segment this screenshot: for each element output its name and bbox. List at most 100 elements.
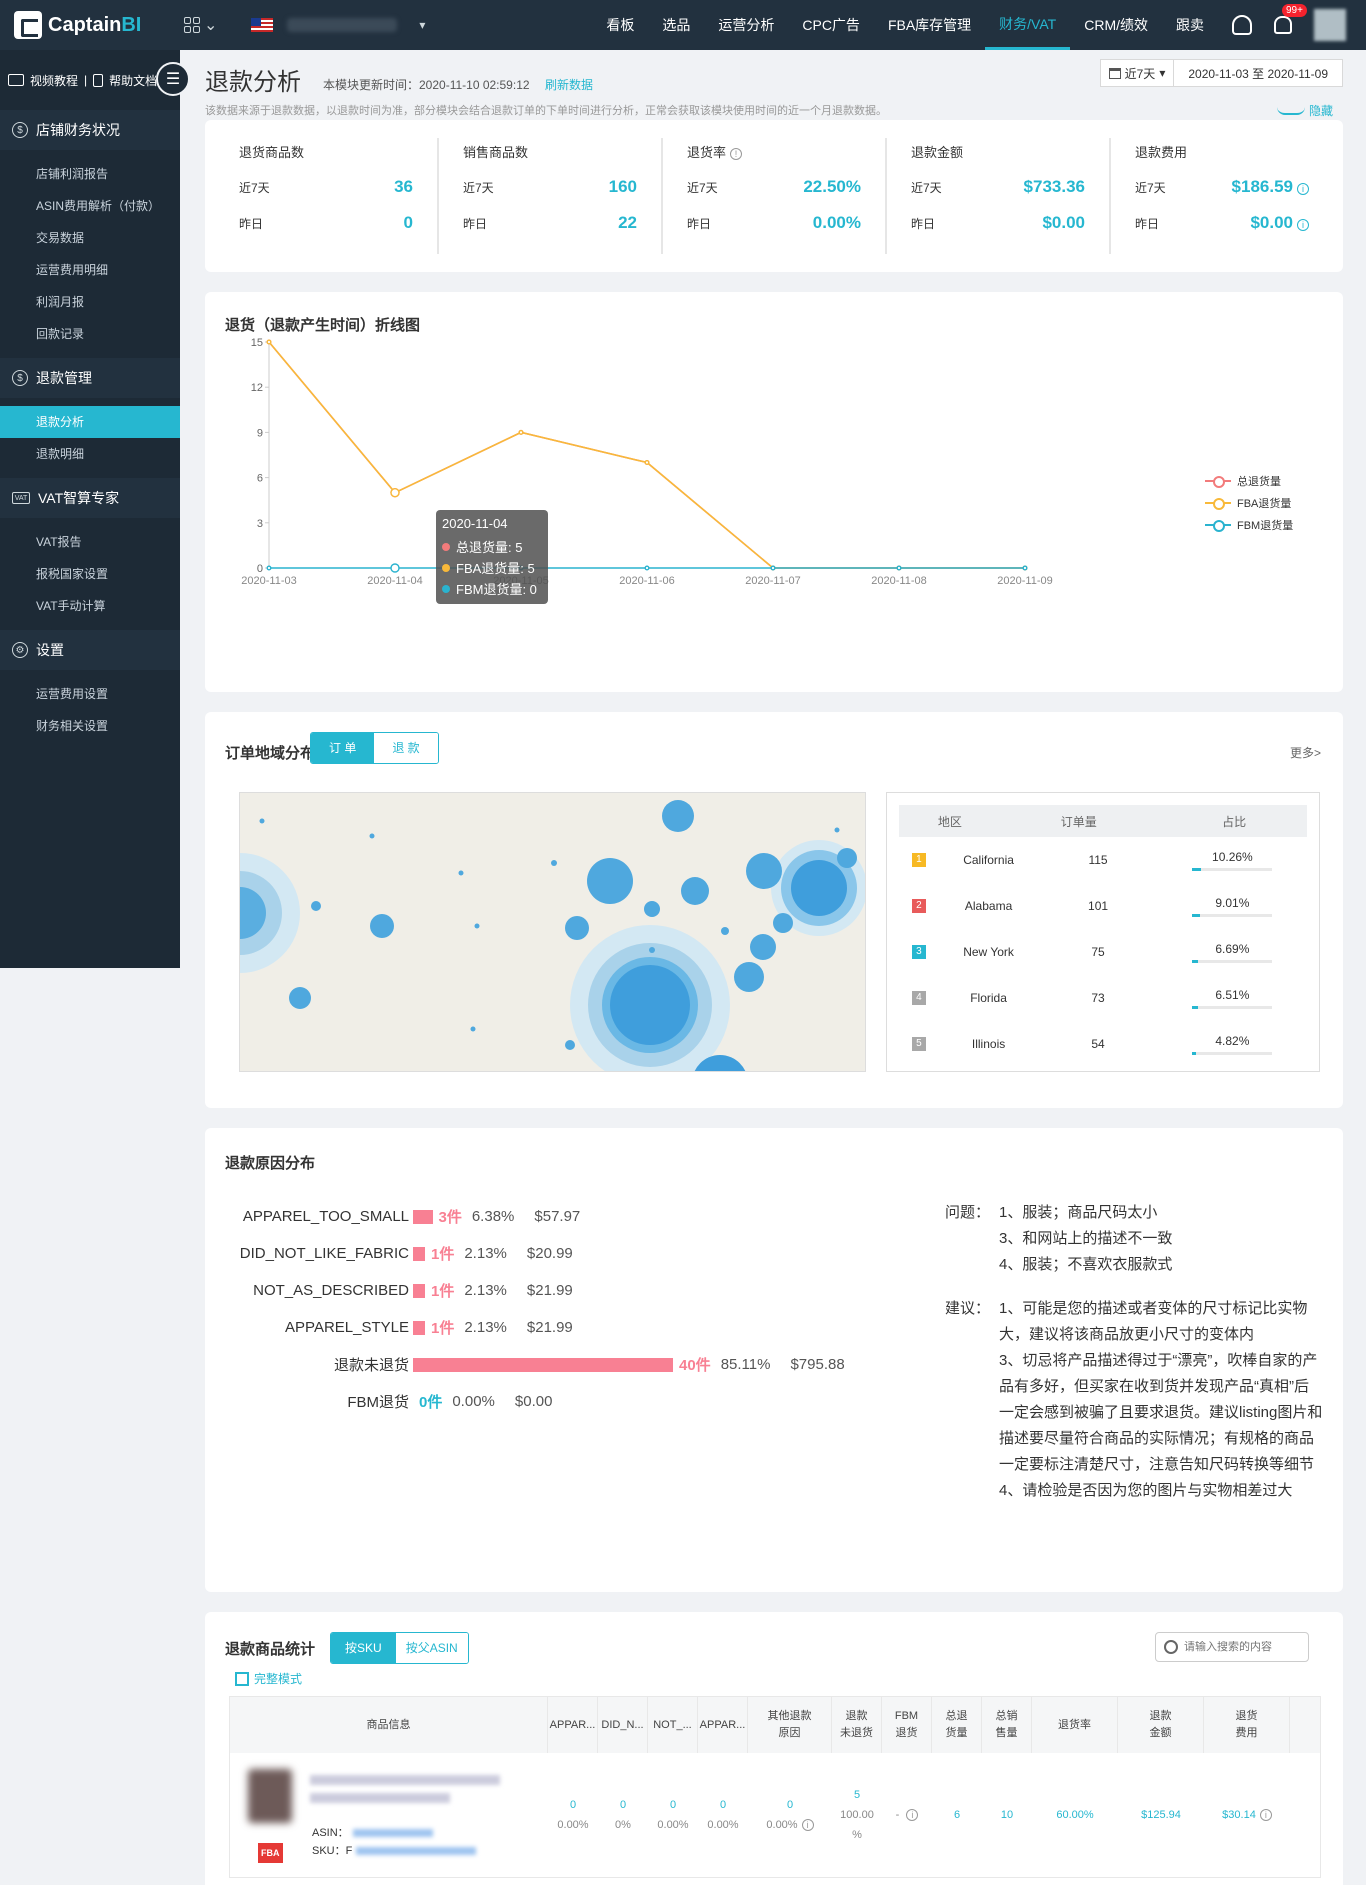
legend-item[interactable]: FBA退货量	[1205, 492, 1293, 514]
region-row[interactable]: 2 Alabama 101 9.01%	[899, 883, 1307, 929]
table-header[interactable]: 总销 售量	[982, 1697, 1032, 1753]
tab-by-sku[interactable]: 按SKU	[331, 1633, 396, 1663]
help-doc-icon	[93, 73, 104, 87]
reason-row[interactable]: NOT_AS_DESCRIBED 1件 2.13% $21.99	[225, 1272, 845, 1309]
nav-item[interactable]: FBA库存管理	[887, 17, 972, 33]
table-header[interactable]: FBM 退货	[882, 1697, 932, 1753]
table-row[interactable]: FBA ASIN： SKU：F 0 0.00% 0 0% 0 0.00% 0 0.00%…	[230, 1753, 1320, 1877]
store-chevron-down-icon[interactable]: ▾	[419, 18, 426, 32]
stat-name: 退款费用	[1135, 145, 1188, 160]
nav-item[interactable]: 看板	[606, 17, 635, 33]
reason-row[interactable]: APPAREL_TOO_SMALL 3件 6.38% $57.97	[225, 1198, 845, 1235]
table-header[interactable]: 退款 未退货	[832, 1697, 882, 1753]
tab-orders[interactable]: 订 单	[311, 733, 375, 763]
legend-item[interactable]: FBM退货量	[1205, 514, 1293, 536]
cell-total-returns[interactable]: 6	[953, 1809, 961, 1821]
sidebar-item[interactable]: 退款明细	[36, 447, 85, 461]
tab-by-parent-asin[interactable]: 按父ASIN	[395, 1633, 468, 1663]
sidebar-item[interactable]: 交易数据	[36, 231, 85, 245]
video-tutorial-link[interactable]: 视频教程	[30, 73, 79, 88]
nav-item[interactable]: CRM/绩效	[1084, 17, 1148, 33]
reason-row[interactable]: DID_NOT_LIKE_FABRIC 1件 2.13% $20.99	[225, 1235, 845, 1272]
info-icon[interactable]: i	[906, 1809, 919, 1821]
reason-row[interactable]: 退款未退货 40件 85.11% $795.88	[225, 1346, 845, 1383]
sidebar-item[interactable]: 利润月报	[36, 295, 85, 309]
sidebar-item[interactable]: 店铺利润报告	[36, 167, 109, 181]
cell-count[interactable]: 0	[719, 1799, 727, 1811]
cell-not-as-described: 0 0.00%	[648, 1753, 698, 1877]
line-chart[interactable]: 036912152020-11-032020-11-042020-11-0520…	[205, 292, 1150, 692]
info-icon[interactable]: i	[1259, 1809, 1272, 1821]
table-header[interactable]: APPAR...	[698, 1697, 748, 1753]
table-header[interactable]: 退款 金额	[1118, 1697, 1204, 1753]
bubble-map[interactable]	[239, 792, 866, 1072]
sidebar-group-2[interactable]: VAT VAT智算专家	[0, 478, 180, 518]
share-bar	[1192, 1005, 1273, 1009]
info-icon[interactable]: !	[730, 148, 743, 160]
table-header[interactable]: 商品信息	[230, 1697, 548, 1753]
help-doc-link[interactable]: 帮助文档	[109, 73, 158, 88]
table-header[interactable]: 其他退款 原因	[748, 1697, 832, 1753]
sidebar-item[interactable]: ASIN费用解析（付款）	[36, 199, 161, 213]
reason-row[interactable]: FBM退货 0件 0.00% $0.00	[225, 1383, 845, 1420]
refresh-data-link[interactable]: 刷新数据	[545, 78, 594, 92]
x-tick-label: 2020-11-09	[997, 575, 1052, 587]
table-header[interactable]: DID_N...	[598, 1697, 648, 1753]
cell-count[interactable]: 5	[853, 1789, 861, 1801]
cell-total-sales[interactable]: 10	[1000, 1809, 1014, 1821]
more-link[interactable]: 更多>	[1289, 746, 1321, 760]
cell-count[interactable]: 0	[619, 1799, 627, 1811]
captainbi-logo[interactable]: CaptainBI	[14, 11, 164, 39]
table-header[interactable]: 退货 费用	[1204, 1697, 1290, 1753]
table-header[interactable]: 总退 货量	[932, 1697, 982, 1753]
nav-item[interactable]: 跟卖	[1176, 17, 1204, 33]
problem-item: 4、服装；不喜欢衣服款式	[999, 1256, 1173, 1273]
table-header[interactable]: NOT_...	[648, 1697, 698, 1753]
cell-count[interactable]: 0	[569, 1799, 577, 1811]
region-row[interactable]: 3 New York 75 6.69%	[899, 929, 1307, 975]
legend-item[interactable]: 总退货量	[1205, 470, 1293, 492]
sidebar-group-3[interactable]: ⚙ 设置	[0, 630, 180, 670]
sidebar-item[interactable]: 运营费用设置	[36, 687, 109, 701]
nav-item[interactable]: 选品	[662, 17, 691, 33]
table-header[interactable]: 退货率	[1032, 1697, 1118, 1753]
info-icon[interactable]: i	[1297, 219, 1309, 231]
avatar[interactable]	[1314, 9, 1346, 41]
notification-button[interactable]: 99+	[1274, 4, 1307, 34]
region-row[interactable]: 1 California 115 10.26%	[899, 837, 1307, 883]
sidebar-item[interactable]: 运营费用明细	[36, 263, 109, 277]
store-selector[interactable]	[287, 18, 398, 32]
info-icon[interactable]: i	[1297, 183, 1309, 195]
hide-toggle[interactable]: 隐藏	[1276, 102, 1333, 119]
search-input[interactable]	[1184, 1641, 1304, 1653]
info-icon[interactable]: i	[801, 1819, 814, 1831]
nav-item[interactable]: 财务/VAT	[985, 0, 1071, 50]
map-bubble	[551, 860, 557, 866]
cell-pct: 0%	[615, 1819, 631, 1831]
full-mode-link[interactable]: 完整模式	[235, 1670, 302, 1687]
bug-report-icon[interactable]	[1232, 15, 1252, 35]
reason-row[interactable]: APPAREL_STYLE 1件 2.13% $21.99	[225, 1309, 845, 1346]
cell-count[interactable]: 0	[669, 1799, 677, 1811]
apps-menu[interactable]: ⌄	[184, 15, 217, 35]
sidebar-collapse-button[interactable]: ☰	[156, 62, 190, 96]
nav-item[interactable]: 运营分析	[718, 17, 775, 33]
cell-count[interactable]: 0	[786, 1799, 794, 1811]
sidebar-item[interactable]: 报税国家设置	[36, 567, 109, 581]
region-row[interactable]: 4 Florida 73 6.51%	[899, 975, 1307, 1021]
sidebar-item[interactable]: 回款记录	[36, 327, 85, 341]
rank-badge: 2	[911, 899, 926, 913]
region-row[interactable]: 5 Illinois 54 4.82%	[899, 1021, 1307, 1067]
sidebar-group-0[interactable]: $ 店铺财务状况	[0, 110, 180, 150]
asin-link[interactable]	[352, 1829, 433, 1838]
sidebar-item[interactable]: VAT报告	[36, 535, 82, 549]
sidebar-item[interactable]: 退款分析	[0, 406, 180, 438]
sidebar-item[interactable]: 财务相关设置	[36, 719, 109, 733]
date-range-picker[interactable]: 2020-11-03 至 2020-11-09	[1188, 66, 1328, 81]
date-range-select[interactable]: 近7天 ▾	[1101, 60, 1175, 86]
table-header[interactable]: APPAR...	[548, 1697, 598, 1753]
sidebar-item[interactable]: VAT手动计算	[36, 599, 106, 613]
tab-refunds[interactable]: 退 款	[374, 733, 438, 763]
nav-item[interactable]: CPC广告	[802, 17, 860, 33]
sidebar-group-1[interactable]: $ 退款管理	[0, 358, 180, 398]
